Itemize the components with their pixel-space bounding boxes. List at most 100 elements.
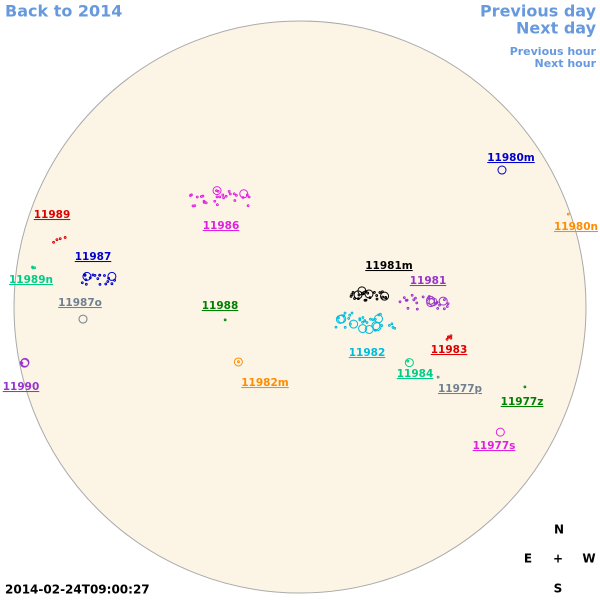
sunspot — [445, 337, 449, 341]
sunspot — [232, 192, 236, 196]
sunspot — [405, 298, 409, 302]
sunspot — [375, 294, 379, 297]
sunspot — [449, 334, 453, 338]
sunspot — [91, 273, 95, 277]
sunspot — [380, 291, 390, 301]
next-hour-link[interactable]: Next hour — [535, 57, 597, 70]
previous-day-link[interactable]: Previous day — [480, 2, 597, 21]
region-label[interactable]: 11981m — [365, 260, 413, 272]
compass-east: E — [524, 552, 532, 566]
sunspot — [387, 324, 391, 327]
sunspot — [371, 318, 375, 322]
sunspot — [31, 265, 34, 269]
sunspot — [347, 317, 351, 320]
sunspot — [523, 385, 527, 389]
sunspot — [436, 306, 440, 310]
sunspot — [443, 298, 446, 302]
sunspot — [80, 281, 84, 285]
sunspot — [221, 193, 225, 197]
sunspot — [201, 194, 205, 198]
sunspot — [20, 361, 24, 365]
region-label[interactable]: 11987 — [75, 251, 112, 263]
sunspot — [189, 194, 192, 197]
sunspot — [495, 427, 505, 437]
region-label[interactable]: 11990 — [3, 381, 40, 393]
sunspot — [247, 195, 251, 199]
sunspot — [351, 290, 355, 294]
region-label[interactable]: 11988 — [202, 300, 239, 312]
sunspot — [110, 282, 114, 286]
region-label[interactable]: 11989 — [34, 209, 71, 221]
sunspot — [58, 237, 62, 241]
previous-hour-link[interactable]: Previous hour — [510, 45, 597, 58]
sunspot — [193, 204, 197, 208]
sunspot — [398, 300, 402, 304]
sunspot — [223, 318, 227, 322]
sunspot — [212, 186, 222, 196]
sunspot — [52, 240, 55, 244]
sunspot — [246, 204, 250, 208]
region-label[interactable]: 11981 — [410, 275, 447, 287]
sunspot — [84, 278, 88, 282]
timestamp: 2014-02-24T09:00:27 — [5, 583, 150, 597]
sunspot — [447, 335, 450, 339]
region-label[interactable]: 11989n — [9, 274, 53, 286]
sunspot — [391, 325, 395, 329]
sunspot — [406, 306, 410, 310]
sunspot — [216, 189, 220, 193]
region-label[interactable]: 11987o — [58, 297, 102, 309]
sunspot — [436, 375, 440, 379]
sunspot — [239, 189, 249, 199]
back-link[interactable]: Back to 2014 — [5, 2, 122, 21]
sunspot — [358, 318, 362, 322]
sunspot — [98, 273, 101, 277]
sunspot — [348, 322, 352, 326]
sunspot — [366, 291, 370, 295]
sunspot — [228, 192, 232, 196]
region-label[interactable]: 11980m — [487, 152, 535, 164]
region-label[interactable]: 11982m — [241, 377, 289, 389]
sunspot — [566, 212, 570, 216]
sunspot — [353, 297, 356, 300]
sunspot — [78, 314, 88, 324]
region-label[interactable]: 11982 — [349, 347, 386, 359]
sunspot — [363, 319, 367, 323]
sunspot — [213, 199, 217, 203]
region-label[interactable]: 11980n — [554, 221, 598, 233]
sunspot — [358, 324, 368, 334]
sunspot — [414, 296, 417, 300]
sunspot — [343, 311, 347, 315]
region-label[interactable]: 11977z — [501, 396, 544, 408]
region-label[interactable]: 11986 — [203, 220, 240, 232]
sunspot — [96, 277, 100, 281]
sunspot — [402, 296, 406, 300]
sunspot — [215, 203, 219, 207]
sunspot — [372, 322, 382, 332]
sunspot — [412, 298, 416, 302]
sunspot — [202, 199, 206, 203]
next-day-link[interactable]: Next day — [516, 19, 597, 38]
region-label[interactable]: 11977s — [473, 440, 516, 452]
sunspot — [353, 290, 363, 300]
sunspot — [361, 291, 364, 295]
compass-west: W — [582, 552, 595, 566]
sunspot — [378, 291, 382, 294]
sunspot — [33, 266, 37, 270]
sunspot — [364, 324, 374, 334]
sunspot — [334, 325, 338, 329]
sunspot — [113, 278, 117, 282]
sunspot — [106, 280, 110, 283]
sunspot — [349, 294, 353, 298]
compass-south: S — [554, 582, 563, 596]
compass-center: + — [553, 552, 563, 566]
region-label[interactable]: 11977p — [438, 383, 483, 395]
region-label[interactable]: 11984 — [397, 368, 434, 380]
sunspot — [442, 307, 446, 311]
sunspot — [195, 195, 199, 199]
region-label[interactable]: 11983 — [431, 344, 468, 356]
sunspot — [107, 271, 117, 281]
sunspot — [222, 196, 226, 200]
sunspot — [103, 274, 106, 277]
sunspot — [410, 293, 414, 297]
